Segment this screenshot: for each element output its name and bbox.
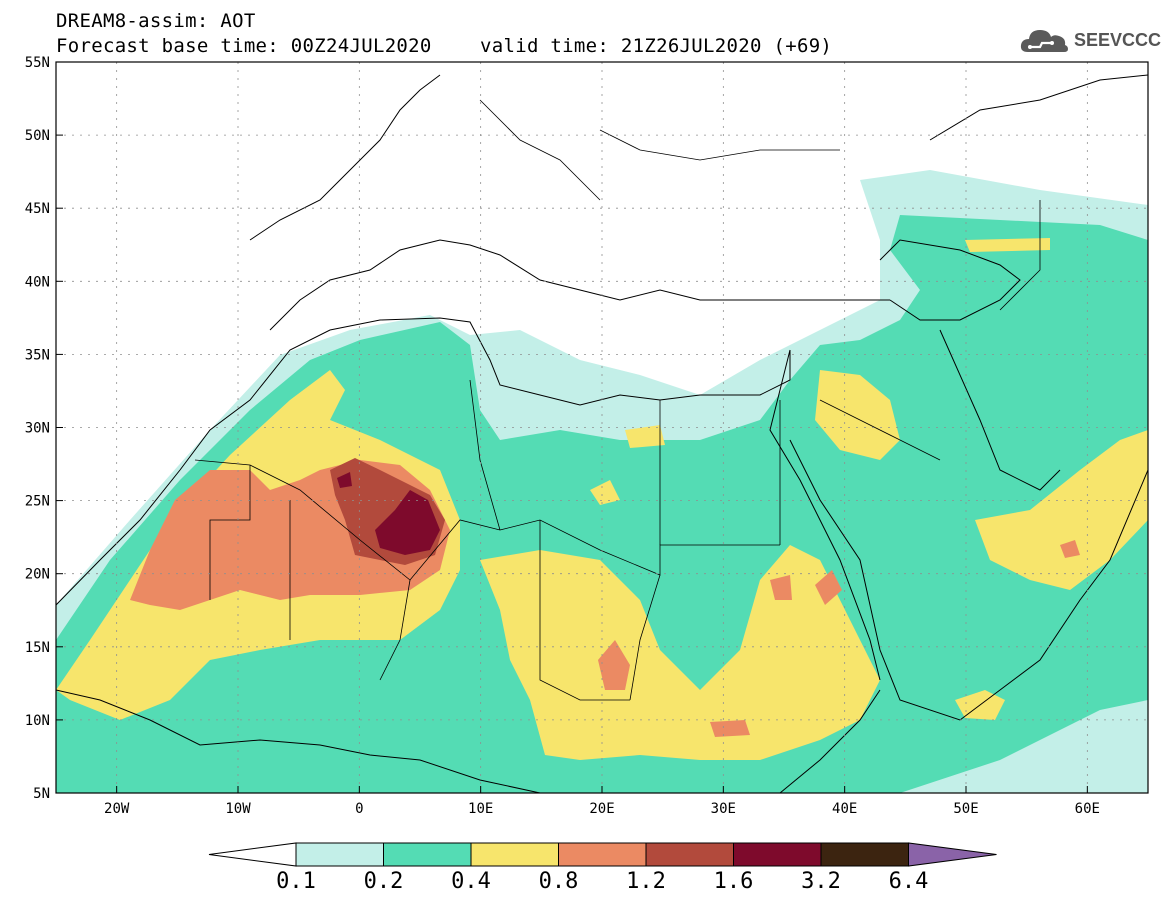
colorbar-segment xyxy=(733,842,822,867)
country-borders xyxy=(194,99,1041,701)
lat-tick-label: 35N xyxy=(25,347,50,363)
lon-tick-label: 30E xyxy=(711,801,736,817)
valid-time: valid time: 21Z26JUL2020 (+69) xyxy=(480,35,833,57)
colorbar-level-label: 0.4 xyxy=(451,869,491,894)
colorbar-segment xyxy=(470,842,559,867)
colorbar-level-label: 1.2 xyxy=(626,869,666,894)
lat-tick-label: 20N xyxy=(25,567,50,583)
lat-tick-label: 10N xyxy=(25,713,50,729)
colorbar-level-label: 0.1 xyxy=(276,869,316,894)
forecast-base-time: Forecast base time: 00Z24JUL2020 xyxy=(56,35,432,57)
lat-tick-label: 50N xyxy=(25,128,50,144)
colorbar-segment xyxy=(558,842,647,867)
lat-tick-label: 45N xyxy=(25,201,50,217)
lat-tick-label: 40N xyxy=(25,274,50,290)
colorbar-segment xyxy=(383,842,472,867)
lon-tick-label: 60E xyxy=(1075,801,1100,817)
colorbar-level-label: 0.2 xyxy=(364,869,404,894)
colorbar-level-label: 6.4 xyxy=(889,869,929,894)
lon-tick-label: 50E xyxy=(953,801,978,817)
graticule xyxy=(56,61,1148,794)
lon-tick-label: 20W xyxy=(104,801,130,817)
lon-tick-label: 0 xyxy=(355,801,363,817)
colorbar-over-triangle xyxy=(908,842,997,867)
cloud-icon xyxy=(1020,30,1068,52)
colorbar-level-label: 1.6 xyxy=(714,869,754,894)
colorbar-level-label: 3.2 xyxy=(801,869,841,894)
lat-tick-label: 25N xyxy=(25,494,50,510)
colorbar-segment xyxy=(820,842,909,867)
seevccc-logo: SEEVCCC xyxy=(1018,24,1161,58)
axis-ticks: 20W 10W 0 10E 20E 30E 40E 50E 60E 55N 50N 45N 40N 35N… xyxy=(25,55,1100,817)
logo-text: SEEVCCC xyxy=(1074,30,1162,50)
colorbar-segment xyxy=(645,842,734,867)
colorbar: 0.1 0.2 0.4 0.8 1.2 1.6 3.2 6.4 xyxy=(208,842,997,894)
lat-tick-label: 55N xyxy=(25,55,50,71)
map-title: DREAM8-assim: AOT xyxy=(56,10,256,32)
lon-tick-label: 10E xyxy=(468,801,493,817)
lon-tick-label: 40E xyxy=(832,801,857,817)
coastlines xyxy=(56,74,1148,793)
lat-tick-label: 30N xyxy=(25,421,50,437)
lat-tick-label: 15N xyxy=(25,640,50,656)
lon-tick-label: 20E xyxy=(589,801,614,817)
lat-tick-label: 5N xyxy=(33,786,50,802)
colorbar-level-label: 0.8 xyxy=(539,869,579,894)
colorbar-under-triangle xyxy=(208,842,297,867)
colorbar-segment xyxy=(295,842,384,867)
lon-tick-label: 10W xyxy=(225,801,251,817)
